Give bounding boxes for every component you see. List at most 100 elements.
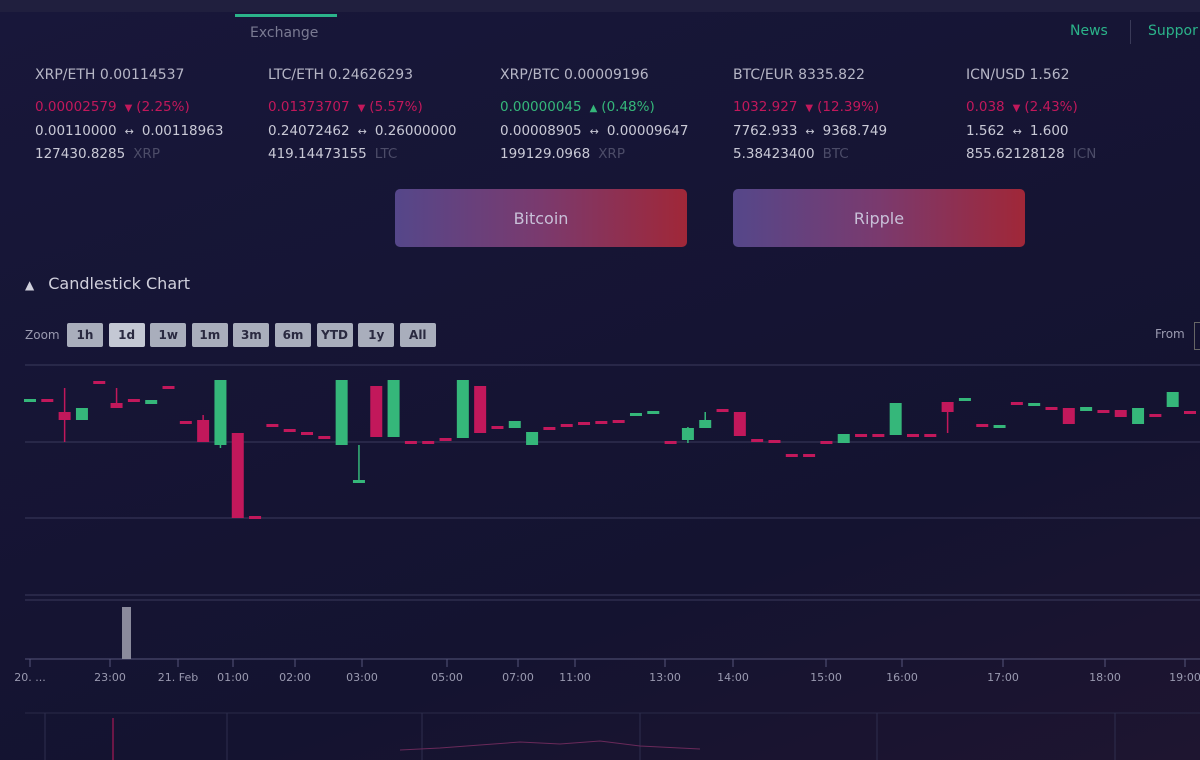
candle-body — [976, 424, 989, 427]
ticker-change-pct: (2.25%) — [136, 99, 190, 115]
candle-body — [543, 427, 556, 430]
candle-body — [889, 403, 902, 435]
candle-body — [595, 421, 608, 424]
from-input[interactable] — [1194, 322, 1200, 350]
ticker-change-row: 0.00000045 ▲ (0.48%) — [500, 96, 688, 120]
candle-body — [335, 380, 348, 445]
candle-body — [647, 411, 660, 414]
change-icon: ▼ — [805, 103, 814, 114]
zoom-button[interactable]: All — [399, 323, 436, 347]
x-tick-label: 03:00 — [346, 671, 378, 684]
change-icon: ▼ — [1012, 103, 1021, 114]
ticker-change-row: 0.00002579 ▼ (2.25%) — [35, 96, 223, 120]
candle-body — [214, 380, 227, 445]
ticker-volume-row: 419.14473155 LTC — [268, 143, 456, 165]
zoom-label: Zoom — [25, 328, 60, 342]
candle-body — [716, 409, 729, 412]
candle-body — [733, 412, 746, 436]
ticker-low: 7762.933 — [733, 123, 798, 139]
candle-body — [526, 432, 539, 445]
candle-body — [1097, 410, 1110, 413]
x-tick-label: 17:00 — [987, 671, 1019, 684]
button[interactable]: Ripple — [733, 189, 1025, 247]
ticker-range-row: 1.562 ↔ 1.600 — [966, 120, 1096, 143]
navigator-series — [399, 740, 701, 751]
nav-item[interactable]: News — [1070, 23, 1108, 39]
candle-body — [1166, 392, 1179, 407]
ticker: XRP/BTC 0.00009196 0.00000045 ▲ (0.48%) 0.00… — [500, 64, 688, 165]
x-tick-label: 18:00 — [1089, 671, 1121, 684]
candle-body — [1010, 402, 1023, 405]
nav-item[interactable]: Exchange — [250, 25, 319, 41]
button[interactable]: Bitcoin — [395, 189, 687, 247]
ticker-unit: BTC — [822, 146, 849, 162]
candle-body — [993, 425, 1006, 428]
candle-body — [872, 434, 885, 437]
ticker-low: 0.00008905 — [500, 123, 582, 139]
x-tick-label: 15:00 — [810, 671, 842, 684]
ticker-high: 0.26000000 — [374, 123, 457, 139]
range-icon: ↔ — [1012, 125, 1022, 138]
x-tick-label: 01:00 — [217, 671, 249, 684]
range-icon: ↔ — [357, 125, 367, 138]
change-icon: ▼ — [357, 103, 366, 114]
candle-body — [75, 408, 88, 420]
zoom-button[interactable]: 1y — [358, 323, 395, 347]
candle-body — [837, 434, 850, 443]
from-label: From — [1155, 327, 1185, 341]
candle-body — [422, 441, 435, 444]
x-tick-label: 02:00 — [279, 671, 311, 684]
nav-item[interactable]: Suppor — [1148, 23, 1198, 39]
ticker-high: 0.00009647 — [606, 123, 689, 139]
ticker-range-row: 7762.933 ↔ 9368.749 — [733, 120, 887, 143]
ticker-low: 0.00110000 — [35, 123, 117, 139]
section-header[interactable]: ▲ Candlestick Chart — [25, 274, 190, 293]
candle-body — [197, 420, 210, 442]
candle-body — [370, 386, 383, 437]
zoom-button[interactable]: YTD — [316, 323, 353, 347]
candle-body — [1184, 411, 1196, 414]
candle-body — [231, 433, 244, 518]
ticker-unit: ICN — [1072, 146, 1097, 162]
ticker-volume: 199129.0968 — [500, 146, 591, 162]
ticker-change-pct: (2.43%) — [1024, 99, 1078, 115]
x-tick-label: 21. Feb — [158, 671, 198, 684]
ticker-change-pct: (12.39%) — [817, 99, 880, 115]
ticker-range-row: 0.00110000 ↔ 0.00118963 — [35, 120, 223, 143]
volume-bar — [122, 607, 131, 659]
nav-indicator — [235, 14, 337, 17]
candle-body — [1062, 408, 1075, 424]
candle-body — [387, 380, 400, 437]
zoom-button[interactable]: 3m — [233, 323, 270, 347]
candle-body — [283, 429, 296, 432]
candle-body — [1045, 407, 1058, 410]
zoom-button[interactable]: 6m — [275, 323, 311, 347]
zoom-button[interactable]: 1m — [191, 323, 228, 347]
x-tick-label: 16:00 — [886, 671, 918, 684]
ticker-high: 9368.749 — [822, 123, 888, 139]
candle-body — [906, 434, 919, 437]
ticker-change-row: 0.038 ▼ (2.43%) — [966, 96, 1096, 120]
ticker-pair: BTC/EUR 8335.822 — [733, 67, 865, 83]
ticker-change: 0.00000045 — [500, 99, 582, 115]
nav-divider — [1130, 20, 1131, 44]
candle-body — [41, 399, 54, 402]
ticker-unit: XRP — [598, 146, 625, 162]
ticker-volume: 855.62128128 — [966, 146, 1065, 162]
zoom-button[interactable]: 1w — [150, 323, 187, 347]
grid — [25, 364, 1200, 714]
candle-body — [491, 426, 504, 429]
collapse-icon[interactable]: ▲ — [25, 278, 35, 292]
ticker-change-row: 0.01373707 ▼ (5.57%) — [268, 96, 456, 120]
candle-body — [352, 480, 365, 483]
zoom-button[interactable]: 1d — [108, 323, 145, 347]
ticker-volume-row: 199129.0968 XRP — [500, 143, 688, 165]
change-icon: ▼ — [124, 103, 133, 114]
ticker-low: 0.24072462 — [268, 123, 350, 139]
candle-body — [318, 436, 331, 439]
zoom-button[interactable]: 1h — [67, 323, 103, 347]
range-icon: ↔ — [589, 125, 599, 138]
candle-body — [127, 399, 140, 402]
